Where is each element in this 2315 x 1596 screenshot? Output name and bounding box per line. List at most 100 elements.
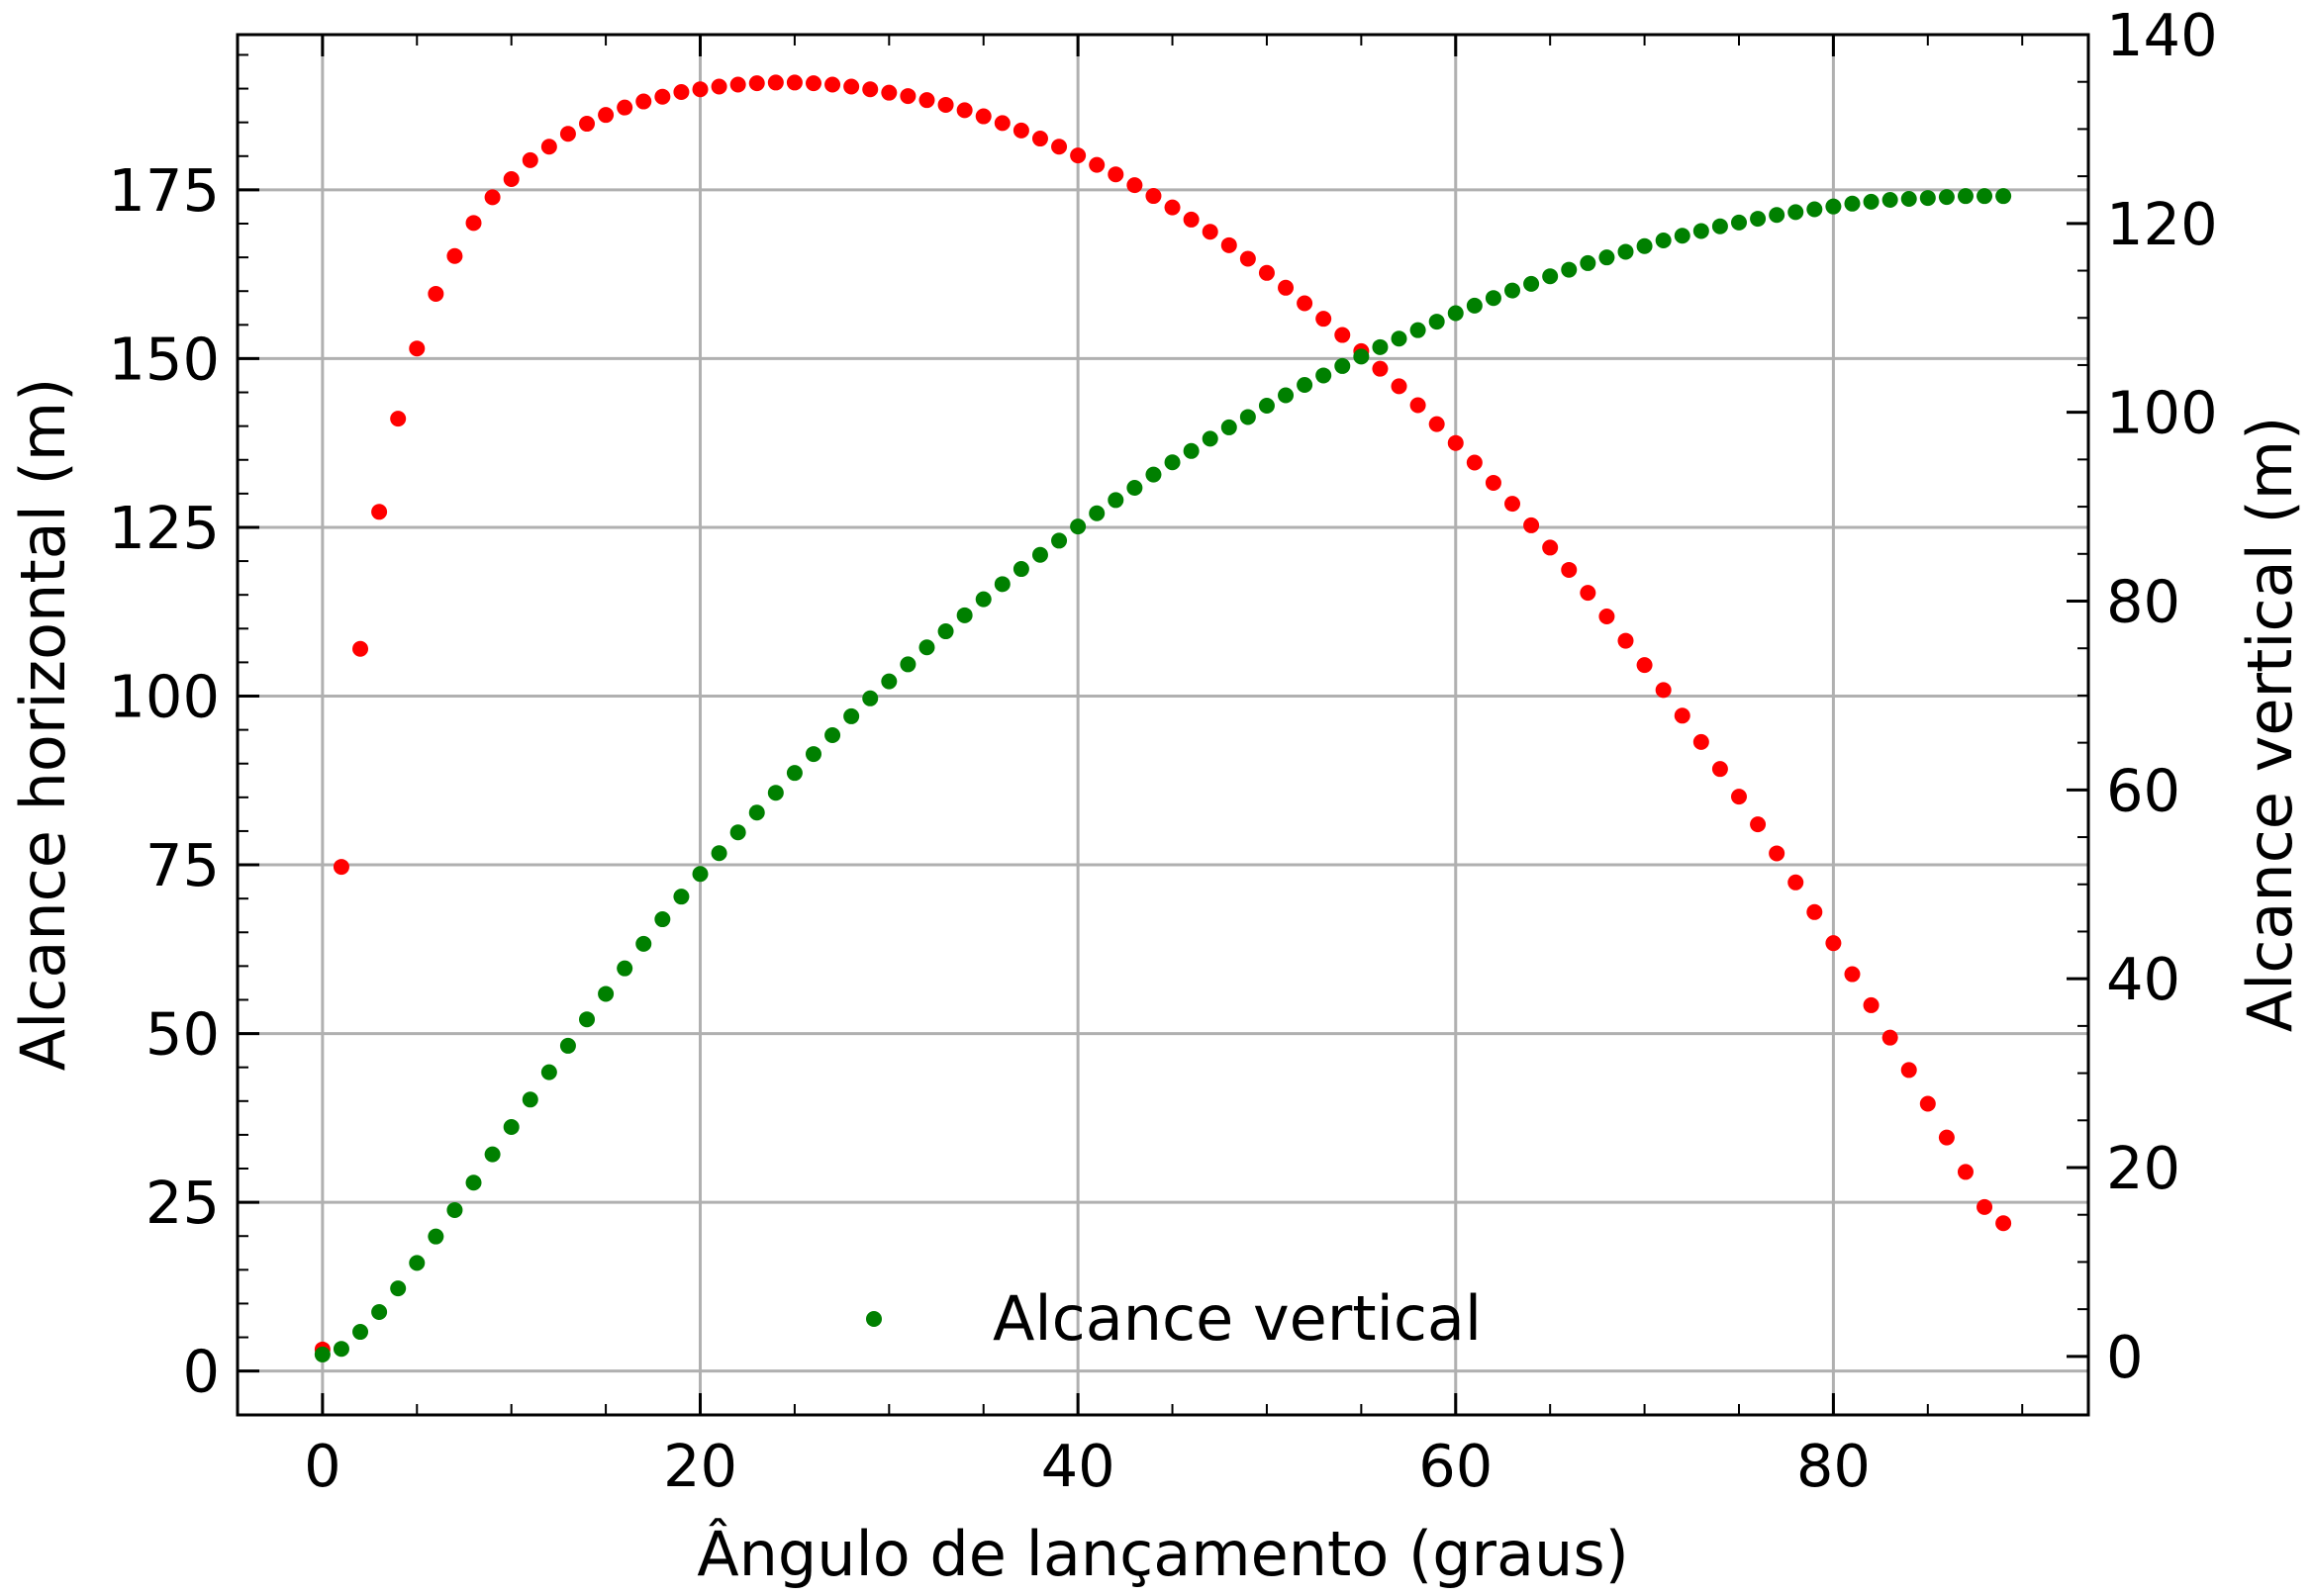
horizontal-range-point [1900, 1062, 1917, 1079]
vertical-range-point [1825, 198, 1842, 215]
vertical-range-point [352, 1324, 369, 1341]
horizontal-range-point [1711, 761, 1728, 778]
vertical-range-point [1372, 338, 1389, 355]
horizontal-range-point [824, 76, 841, 93]
horizontal-range-point [428, 285, 444, 302]
vertical-range-point [1145, 466, 1162, 483]
vertical-range-point [805, 746, 821, 763]
y-left-tick-label: 150 [108, 325, 220, 393]
vertical-range-point [654, 911, 671, 928]
vertical-range-point [994, 576, 1011, 593]
vertical-range-point [1315, 367, 1332, 384]
legend: Alcance vertical [866, 1282, 1482, 1355]
horizontal-range-point [1806, 903, 1823, 920]
horizontal-range-point [1598, 609, 1615, 625]
horizontal-range-point [1051, 139, 1068, 155]
horizontal-range-point [465, 215, 482, 232]
vertical-range-point [1844, 195, 1861, 212]
vertical-range-point [1806, 201, 1823, 218]
horizontal-range-point [1428, 416, 1445, 432]
vertical-range-point [1485, 290, 1501, 307]
horizontal-range-point [1164, 199, 1181, 216]
vertical-range-point [881, 673, 898, 690]
x-tick-label: 0 [304, 1432, 341, 1500]
vertical-range-point [1977, 188, 1993, 205]
horizontal-range-point [767, 74, 784, 91]
vertical-range-point [1353, 348, 1370, 365]
horizontal-range-point [1938, 1129, 1955, 1146]
vertical-range-point [1881, 191, 1898, 208]
y-left-tick-label: 0 [182, 1338, 220, 1406]
horizontal-range-point [1297, 295, 1313, 312]
axis-ticks [238, 33, 2088, 1415]
x-tick-label: 40 [1041, 1432, 1115, 1500]
horizontal-range-point [598, 107, 615, 124]
vertical-range-point [559, 1037, 576, 1054]
vertical-range-point [1655, 233, 1672, 249]
vertical-range-point [900, 656, 916, 673]
vertical-range-point [390, 1280, 407, 1297]
horizontal-range-point [975, 108, 992, 125]
horizontal-range-point [1013, 122, 1029, 139]
vertical-range-point [1278, 387, 1295, 404]
y-left-tick-label: 125 [108, 494, 220, 562]
vertical-range-point [333, 1341, 349, 1358]
vertical-range-point [1938, 189, 1955, 206]
horizontal-range-point [1126, 177, 1143, 194]
vertical-range-point [409, 1255, 426, 1271]
horizontal-range-point [1220, 236, 1237, 253]
vertical-range-point [598, 986, 615, 1002]
vertical-range-point [1957, 188, 1974, 205]
y-left-tick-label: 175 [108, 156, 220, 225]
vertical-range-point [1409, 322, 1426, 338]
vertical-range-point [786, 765, 803, 782]
horizontal-range-point [692, 81, 709, 98]
y-right-tick-label: 0 [2106, 1323, 2144, 1391]
vertical-range-point [937, 623, 954, 640]
y-left-tick-label: 75 [145, 831, 220, 899]
vertical-range-point [1013, 561, 1029, 578]
horizontal-range-point [654, 88, 671, 105]
vertical-range-point [1070, 518, 1087, 535]
y-left-tick-label: 25 [145, 1169, 220, 1237]
horizontal-range-point [1750, 816, 1767, 833]
horizontal-range-point [1372, 360, 1389, 377]
horizontal-range-point [1183, 211, 1200, 228]
tick-labels: 0 20 40 60 80 0 25 50 75 100 125 150 175 0 20 40 60 80 100… [108, 1, 2217, 1500]
vertical-range-point [1919, 190, 1936, 207]
vertical-range-point [1730, 214, 1747, 231]
horizontal-range-point [1108, 166, 1124, 183]
vertical-range-point [1617, 243, 1634, 260]
vertical-range-point [579, 1011, 596, 1028]
vertical-range-point [522, 1091, 538, 1108]
y-right-tick-label: 140 [2106, 1, 2218, 69]
horizontal-range-point [390, 411, 407, 427]
vertical-range-point [862, 690, 879, 706]
vertical-range-point [824, 726, 841, 743]
vertical-range-point [1126, 480, 1143, 497]
legend-label-vertical: Alcance vertical [993, 1282, 1482, 1355]
horizontal-range-point [409, 340, 426, 357]
data-points [314, 74, 2012, 1362]
horizontal-range-point [559, 126, 576, 142]
vertical-range-point [1692, 223, 1709, 239]
horizontal-range-point [1145, 188, 1162, 205]
x-tick-label: 80 [1796, 1432, 1871, 1500]
vertical-range-point [1202, 430, 1218, 447]
horizontal-range-point [1239, 250, 1256, 267]
vertical-range-point [692, 866, 709, 883]
vertical-range-point [1089, 505, 1106, 521]
vertical-range-point [1391, 330, 1407, 347]
horizontal-range-point [881, 84, 898, 101]
vertical-range-point [729, 824, 746, 841]
horizontal-range-point [1881, 1029, 1898, 1046]
vertical-range-point [1258, 397, 1275, 414]
vertical-range-point [918, 639, 935, 656]
horizontal-range-point [1258, 264, 1275, 281]
vertical-range-point [1297, 376, 1313, 393]
vertical-range-point [1542, 268, 1559, 285]
vertical-range-point [1164, 454, 1181, 471]
vertical-range-point [1239, 409, 1256, 425]
vertical-range-point [1995, 188, 2012, 205]
horizontal-range-point [1674, 707, 1690, 724]
